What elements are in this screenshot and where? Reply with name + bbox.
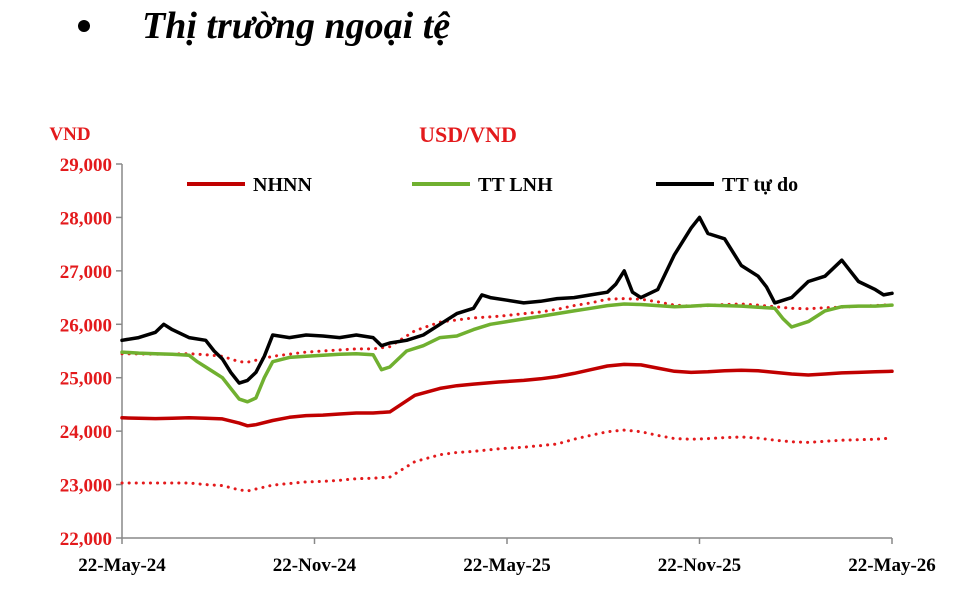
x-tick-label: 22-May-26 xyxy=(848,555,936,576)
chart-title: USD/VND xyxy=(419,122,517,147)
y-tick-label: 27,000 xyxy=(60,262,112,283)
y-tick-label: 28,000 xyxy=(60,208,112,229)
y-tick-label: 22,000 xyxy=(60,529,112,550)
series-line-nhnn-upper-band xyxy=(120,297,894,364)
y-tick-label: 26,000 xyxy=(60,315,112,336)
y-tick-label: 25,000 xyxy=(60,369,112,390)
series-line-nhnn-lower-band xyxy=(120,428,894,493)
x-tick-label: 22-May-24 xyxy=(78,555,166,576)
y-tick-label: 24,000 xyxy=(60,422,112,443)
y-axis-unit-label: VND xyxy=(49,124,90,145)
legend-label-tt-lnh: TT LNH xyxy=(478,174,553,196)
legend-label-tt-tu-do: TT tự do xyxy=(722,174,798,196)
bullet-dot xyxy=(78,20,90,32)
series-line-tt-tu-do xyxy=(120,215,894,385)
x-tick-label: 22-Nov-25 xyxy=(658,555,741,576)
x-tick-label: 22-Nov-24 xyxy=(273,555,357,576)
section-heading: Thị trường ngoại tệ xyxy=(78,0,450,52)
x-tick-label: 22-May-25 xyxy=(463,555,551,576)
series-line-nhnn xyxy=(120,362,894,428)
y-tick-label: 23,000 xyxy=(60,476,112,497)
y-tick-label: 29,000 xyxy=(60,155,112,176)
series-line-tt-lnh xyxy=(120,302,894,404)
section-heading-text: Thị trường ngoại tệ xyxy=(142,5,451,47)
legend-label-nhnn: NHNN xyxy=(253,174,312,196)
